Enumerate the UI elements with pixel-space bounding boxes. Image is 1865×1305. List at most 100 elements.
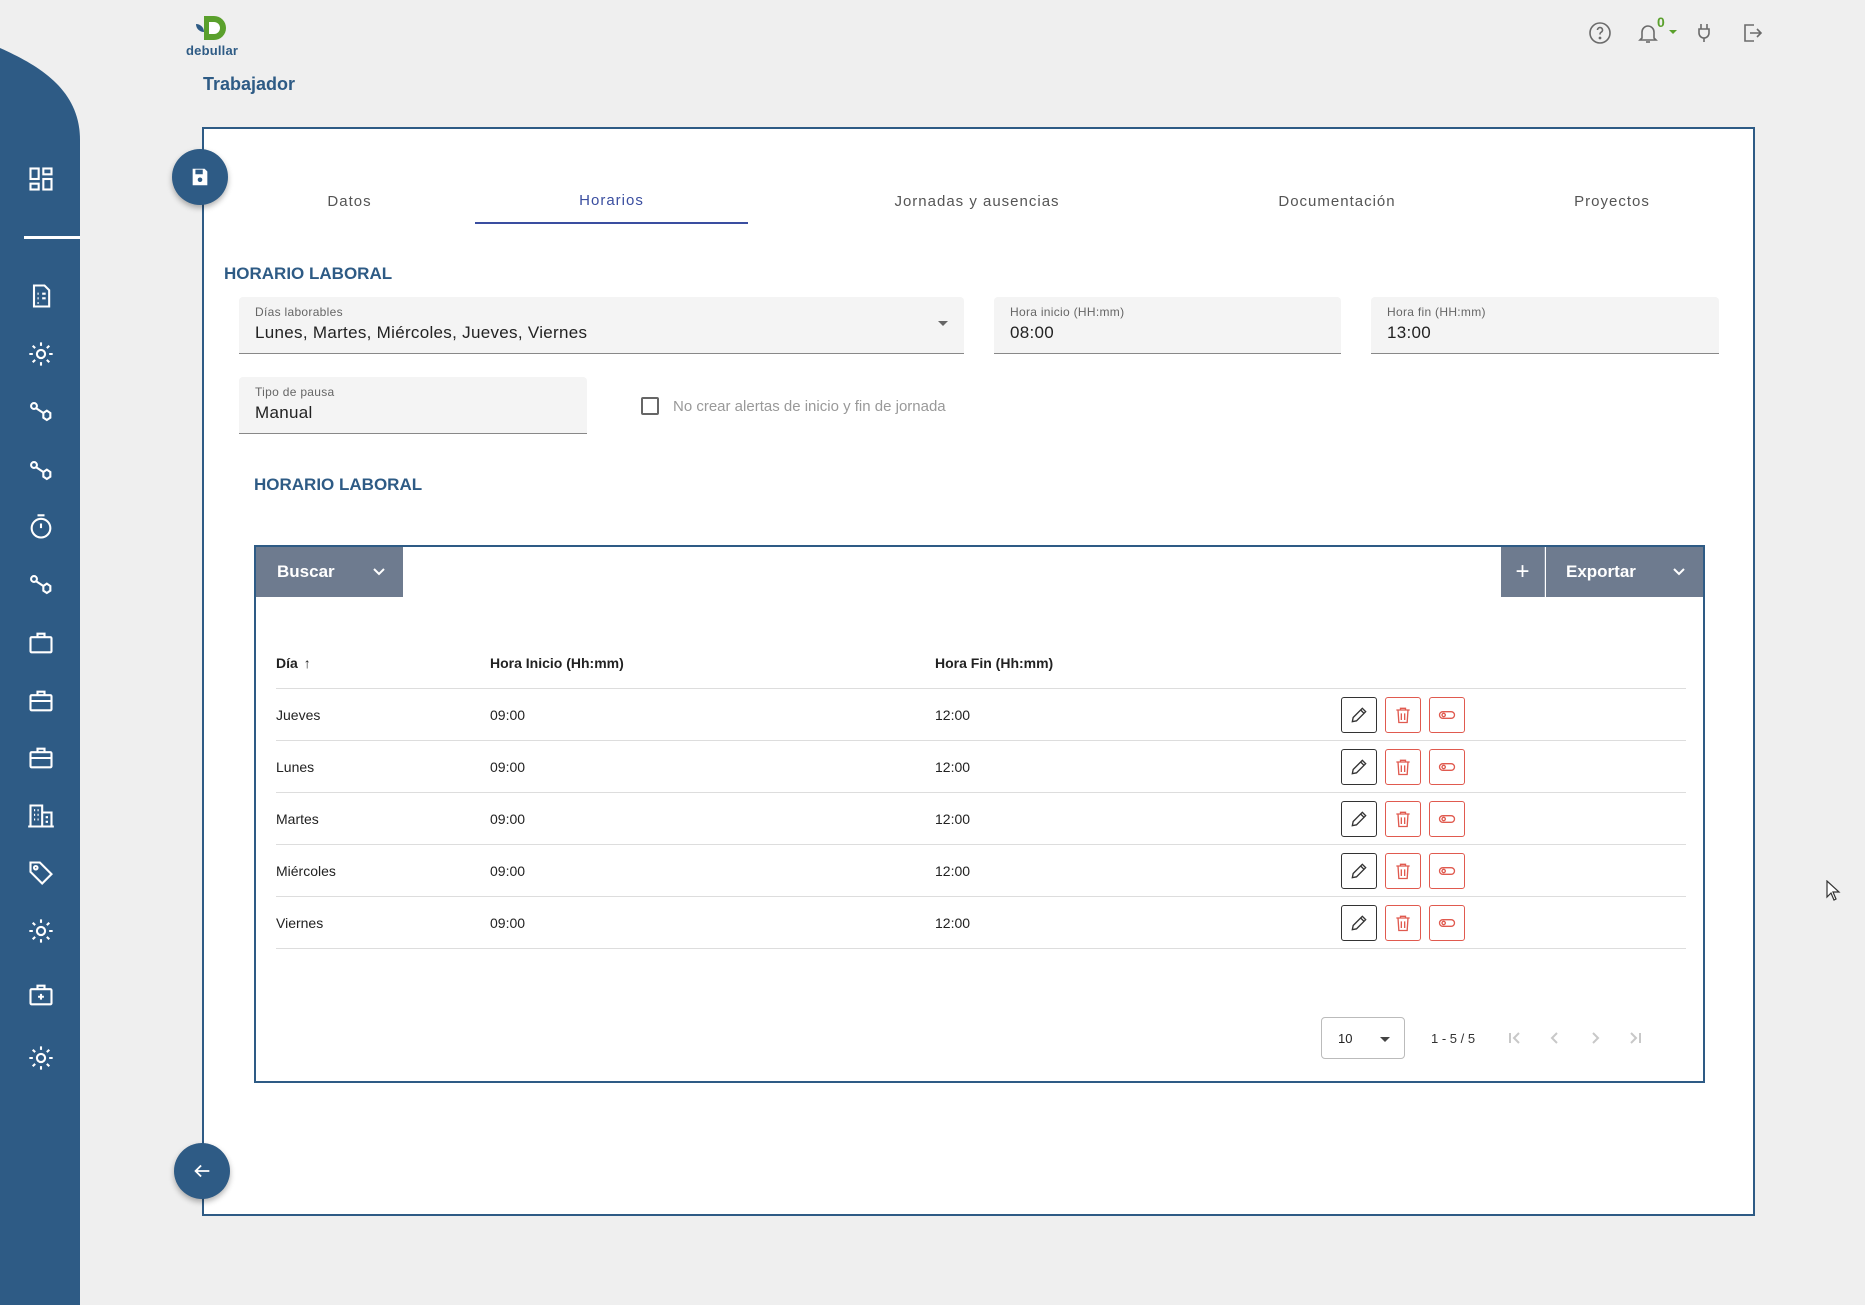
hora-inicio-field[interactable]: Hora inicio (HH:mm) 08:00 (994, 297, 1341, 354)
delete-button[interactable] (1385, 749, 1421, 785)
help-icon[interactable] (1587, 20, 1613, 46)
sidebar (0, 0, 80, 1305)
trash-icon (1396, 707, 1410, 724)
field-value: 08:00 (1010, 323, 1055, 342)
delete-button[interactable] (1385, 853, 1421, 889)
pencil-icon (1351, 811, 1367, 827)
gear-icon[interactable] (24, 914, 58, 948)
nodes-icon[interactable] (24, 569, 58, 603)
edit-button[interactable] (1341, 749, 1377, 785)
row-actions (1341, 853, 1465, 889)
previous-page-button[interactable] (1535, 1018, 1575, 1058)
toggle-button[interactable] (1429, 853, 1465, 889)
pencil-icon (1351, 915, 1367, 931)
toggle-button[interactable] (1429, 749, 1465, 785)
chevron-down-icon (1380, 1037, 1390, 1042)
tab-proyectos[interactable]: Proyectos (1574, 192, 1650, 210)
last-page-icon (1630, 1032, 1642, 1044)
edit-button[interactable] (1341, 853, 1377, 889)
delete-button[interactable] (1385, 697, 1421, 733)
add-icon: + (1515, 558, 1530, 585)
table-row: Jueves 09:00 12:00 (276, 689, 1686, 741)
cell-dia: Viernes (276, 915, 324, 931)
briefcase-icon[interactable] (24, 626, 58, 660)
cell-hora-fin: 12:00 (935, 863, 971, 879)
column-header-hora-inicio[interactable]: Hora Inicio (Hh:mm) (490, 655, 624, 671)
row-actions (1341, 697, 1465, 733)
gear-icon[interactable] (24, 337, 58, 371)
page-range: 1 - 5 / 5 (1431, 1030, 1476, 1046)
table-section-title: HORARIO LABORAL (254, 475, 423, 494)
page-size-value: 10 (1338, 1031, 1353, 1046)
sidebar-background (0, 48, 80, 1305)
nodes-icon[interactable] (24, 455, 58, 489)
logout-icon[interactable] (1739, 20, 1765, 46)
edit-button[interactable] (1341, 697, 1377, 733)
plug-icon[interactable] (1691, 20, 1717, 46)
field-label: Hora fin (HH:mm) (1387, 305, 1486, 319)
cell-hora-fin: 12:00 (935, 915, 971, 931)
no-alerts-checkbox[interactable] (641, 397, 659, 415)
row-actions (1341, 905, 1465, 941)
export-button[interactable]: Exportar (1546, 547, 1703, 597)
toggle-button[interactable] (1429, 697, 1465, 733)
first-page-button[interactable] (1495, 1018, 1535, 1058)
dashboard-icon[interactable] (24, 162, 58, 196)
column-header-hora-fin[interactable]: Hora Fin (Hh:mm) (935, 655, 1054, 671)
table-row: Lunes 09:00 12:00 (276, 741, 1686, 793)
tag-icon[interactable] (24, 856, 58, 890)
last-page-button[interactable] (1615, 1018, 1655, 1058)
chevron-down-icon (1673, 568, 1685, 576)
no-alerts-checkbox-row[interactable]: No crear alertas de inicio y fin de jorn… (641, 397, 946, 415)
sidebar-divider (24, 236, 80, 239)
dias-laborables-select[interactable]: Días laborables Lunes, Martes, Miércoles… (239, 297, 964, 354)
bell-icon[interactable]: 0 (1635, 14, 1677, 46)
toggle-button[interactable] (1429, 905, 1465, 941)
pencil-icon (1351, 863, 1367, 879)
back-button[interactable] (174, 1143, 230, 1199)
trash-icon (1396, 811, 1410, 828)
save-button[interactable] (172, 149, 228, 205)
section-title: HORARIO LABORAL (224, 264, 393, 283)
logo (196, 16, 226, 40)
table-header: Día ↑ Hora Inicio (Hh:mm) Hora Fin (Hh:m… (276, 647, 1686, 689)
briefcase-icon[interactable] (24, 684, 58, 718)
tab-jornadas[interactable]: Jornadas y ausencias (894, 192, 1060, 210)
chevron-left-icon (1550, 1032, 1558, 1044)
add-button[interactable]: + (1501, 547, 1545, 597)
edit-button[interactable] (1341, 905, 1377, 941)
column-header-label: Día (276, 655, 298, 671)
edit-button[interactable] (1341, 801, 1377, 837)
row-actions (1341, 801, 1465, 837)
tab-bar: Datos Horarios Jornadas y ausencias Docu… (242, 178, 1722, 224)
column-header-dia[interactable]: Día ↑ (276, 655, 311, 671)
page-size-select[interactable]: 10 (1321, 1017, 1405, 1059)
gear-icon[interactable] (24, 1041, 58, 1075)
medical-case-icon[interactable] (24, 978, 58, 1012)
tab-horarios[interactable]: Horarios (475, 178, 748, 224)
toggle-icon (1438, 763, 1456, 771)
cell-hora-inicio: 09:00 (490, 915, 526, 931)
toggle-button[interactable] (1429, 801, 1465, 837)
document-icon[interactable] (24, 279, 58, 313)
timer-icon[interactable] (24, 510, 58, 544)
hora-fin-field[interactable]: Hora fin (HH:mm) 13:00 (1371, 297, 1719, 354)
delete-button[interactable] (1385, 905, 1421, 941)
field-label: Hora inicio (HH:mm) (1010, 305, 1125, 319)
nodes-icon[interactable] (24, 396, 58, 430)
building-icon[interactable] (24, 799, 58, 833)
cell-hora-fin: 12:00 (935, 759, 971, 775)
delete-button[interactable] (1385, 801, 1421, 837)
first-page-icon (1509, 1032, 1520, 1044)
tab-documentacion[interactable]: Documentación (1278, 192, 1396, 210)
tipo-pausa-field[interactable]: Tipo de pausa Manual (239, 377, 587, 434)
tab-datos[interactable]: Datos (327, 192, 372, 210)
trash-icon (1396, 759, 1410, 776)
search-button[interactable]: Buscar (256, 547, 403, 597)
chevron-right-icon (1592, 1032, 1600, 1044)
next-page-button[interactable] (1575, 1018, 1615, 1058)
field-value: Lunes, Martes, Miércoles, Jueves, Vierne… (255, 323, 588, 342)
briefcase-icon[interactable] (24, 741, 58, 775)
chevron-down-icon (1669, 30, 1677, 34)
mouse-cursor-icon (1826, 880, 1841, 901)
